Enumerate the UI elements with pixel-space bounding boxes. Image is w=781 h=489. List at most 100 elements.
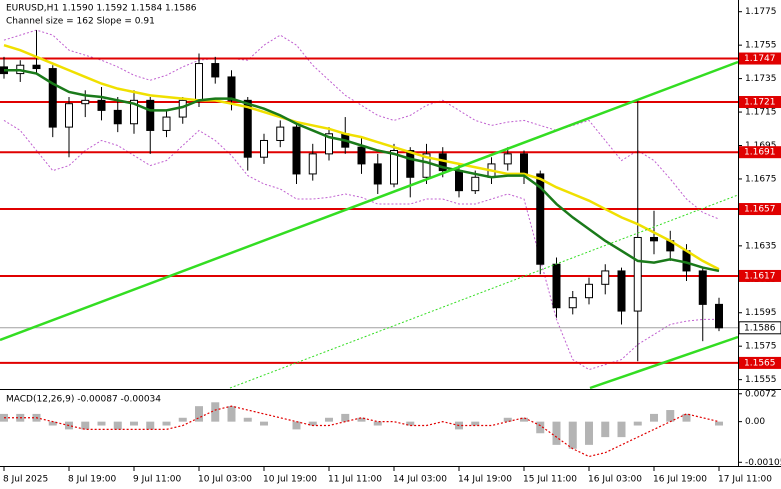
macd-bar: [146, 421, 155, 430]
macd-label: MACD(12,26,9) -0.00087 -0.00034: [6, 395, 161, 405]
macd-bar: [471, 421, 480, 426]
candle-body: [308, 153, 317, 175]
macd-bar: [211, 402, 220, 422]
trend-line: [0, 60, 739, 342]
macd-bar: [243, 417, 252, 422]
y-tick-label: 1.1775: [745, 7, 777, 17]
macd-y-tick-label: -0.00105: [745, 458, 781, 468]
y-tick-label: 1.1675: [745, 174, 777, 184]
level-label: 1.1721: [744, 98, 776, 108]
chart-subtitle: Channel size = 162 Slope = 0.91: [6, 17, 155, 27]
macd-bar: [406, 421, 415, 426]
level-tag: [739, 203, 781, 216]
candle-body: [617, 270, 626, 312]
moving-average: [3, 43, 720, 271]
candle-body: [146, 99, 155, 131]
candle-body: [260, 139, 268, 158]
macd-bar: [536, 421, 545, 434]
x-tick-label: 10 Jul 03:00: [198, 475, 252, 485]
macd-bar: [633, 421, 642, 426]
macd-bar: [650, 413, 658, 422]
trend-line: [229, 194, 739, 389]
level-tag: [739, 269, 781, 282]
chart-title: EURUSD,H1 1.1590 1.1592 1.1584 1.1586: [6, 4, 197, 14]
x-tick-label: 8 Jul 19:00: [68, 475, 117, 485]
macd-bar: [715, 421, 723, 426]
x-tick-label: 15 Jul 11:00: [523, 475, 577, 485]
macd-bar: [617, 421, 626, 438]
macd-bar: [373, 421, 382, 426]
candle-body: [65, 103, 73, 128]
candle-body: [276, 126, 285, 141]
macd-bar: [357, 417, 366, 422]
trend-line: [589, 335, 739, 390]
candle-body: [471, 176, 480, 192]
macd-bar: [682, 413, 691, 422]
candle-body: [650, 236, 658, 242]
macd-bar: [552, 421, 561, 445]
x-tick-label: 14 Jul 19:00: [458, 475, 512, 485]
candle-body: [536, 173, 545, 265]
candle-body: [243, 99, 252, 158]
candle-body: [130, 99, 138, 125]
y-tick-label: 1.1635: [745, 241, 777, 251]
level-label: 1.1657: [744, 205, 776, 215]
candle-body: [406, 150, 415, 178]
level-tag: [739, 96, 781, 109]
candle-body: [568, 297, 577, 309]
macd-bar: [48, 421, 57, 426]
x-tick-label: 17 Jul 11:00: [718, 475, 772, 485]
macd-bar: [325, 417, 333, 422]
y-tick-label: 1.1755: [745, 41, 777, 51]
candle-body: [227, 76, 236, 101]
macd-bar: [195, 406, 203, 422]
macd-y-tick-label: 0.0072: [745, 389, 777, 399]
macd-bar: [308, 421, 317, 426]
candle-body: [715, 303, 723, 329]
candle-body: [520, 153, 528, 175]
macd-bar: [520, 417, 528, 422]
candle-body: [325, 133, 333, 155]
x-tick-label: 10 Jul 19:00: [263, 475, 317, 485]
candle-body: [292, 126, 301, 175]
macd-panel: 0.0072 0.00 -0.00105: [0, 389, 781, 468]
macd-bar: [292, 421, 301, 430]
macd-bar: [568, 421, 577, 449]
level-label: 1.1747: [744, 54, 776, 64]
candle-body: [211, 63, 220, 78]
y-tick-label: 1.1715: [745, 108, 777, 118]
candle-body: [113, 109, 122, 125]
x-tick-label: 8 Jul 2025: [3, 475, 48, 485]
price-panel: [0, 29, 738, 371]
candle-body: [422, 153, 431, 178]
macd-bar: [666, 410, 675, 422]
macd-bar: [178, 417, 187, 422]
candle-body: [601, 270, 610, 285]
y-tick-label: 1.1595: [745, 308, 777, 318]
x-tick-label: 9 Jul 11:00: [133, 475, 182, 485]
candle-body: [455, 170, 463, 192]
macd-bar: [503, 417, 512, 422]
candle-body: [357, 146, 366, 165]
macd-bar: [130, 421, 138, 426]
macd-signal: [4, 405, 720, 458]
x-tick-label: 14 Jul 03:00: [393, 475, 447, 485]
candle-body: [373, 163, 382, 185]
level-tag: [739, 52, 781, 65]
y-tick-label: 1.1575: [745, 342, 777, 352]
candle-body: [81, 99, 90, 105]
level-label: 1.1617: [744, 271, 776, 281]
macd-bar: [601, 421, 610, 438]
macd-bar: [341, 413, 350, 422]
candle-body: [48, 68, 57, 128]
candle-body: [503, 153, 512, 165]
candle-body: [552, 263, 561, 309]
y-tick-label: 1.1555: [745, 375, 777, 385]
last-price-label: 1.1586: [744, 323, 776, 333]
candle-body: [390, 150, 398, 185]
candle-body: [162, 116, 171, 131]
candle-body: [97, 99, 106, 111]
y-tick-label: 1.1695: [745, 141, 777, 151]
